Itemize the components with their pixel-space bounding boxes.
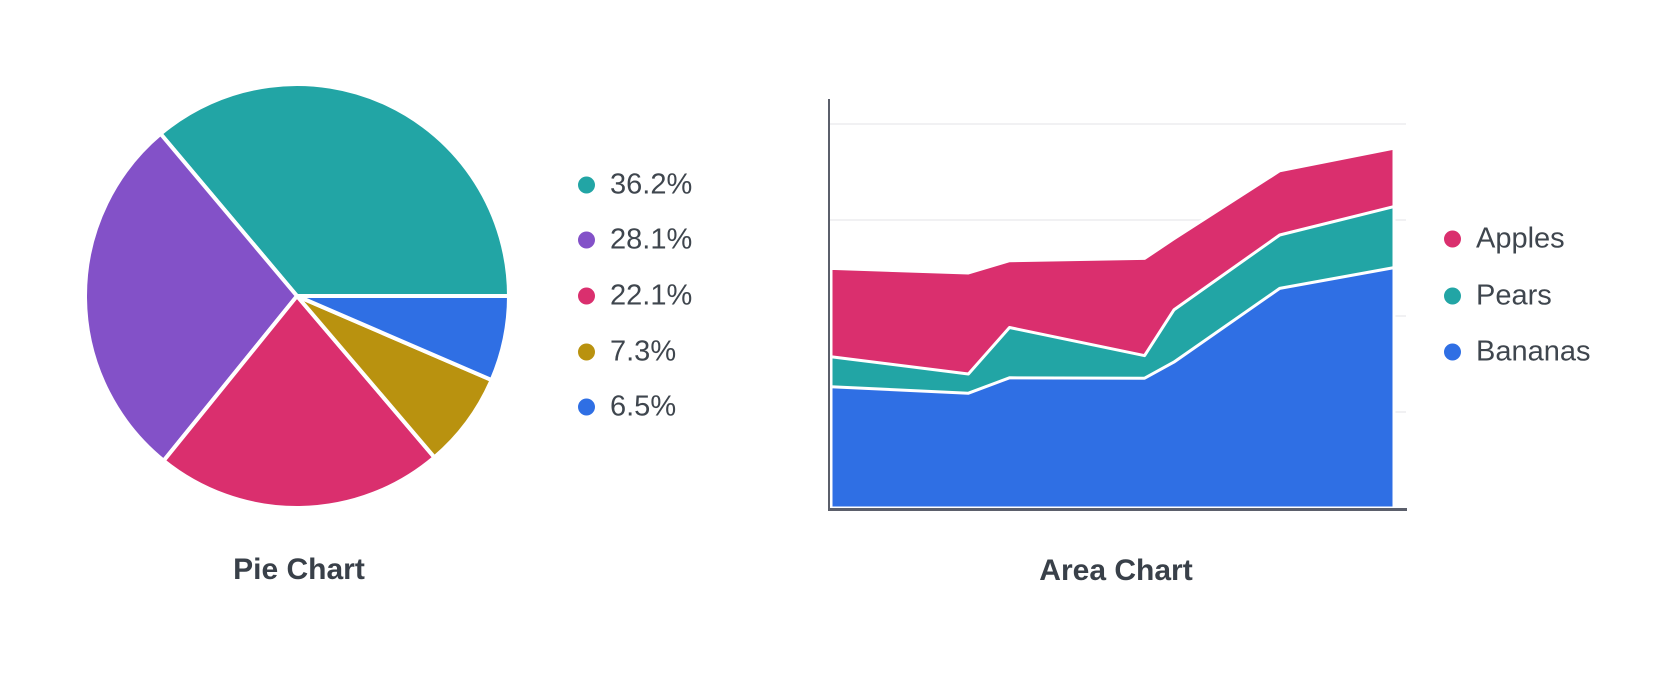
area-legend-item: Pears: [1444, 279, 1552, 312]
area-legend-item: Bananas: [1444, 335, 1591, 368]
area-chart-figure: [828, 99, 1407, 511]
pie-legend-label: 36.2%: [610, 168, 693, 201]
area-legend-label: Apples: [1476, 222, 1565, 255]
pie-slice-purple-slice: [83, 131, 299, 463]
area-legend-label: Bananas: [1476, 335, 1591, 368]
pears-legend-dot: [1444, 287, 1461, 305]
pie-legend-item: 6.5%: [578, 390, 677, 423]
pie-chart-title: Pie Chart: [233, 553, 365, 586]
pie-legend-label: 6.5%: [610, 390, 677, 423]
blue-legend-dot: [578, 398, 595, 416]
pie-legend-label: 28.1%: [610, 223, 693, 256]
pie-legend-item: 36.2%: [578, 168, 693, 201]
pie-legend-label: 7.3%: [610, 335, 677, 368]
pie-legend-item: 7.3%: [578, 335, 677, 368]
bananas-legend-dot: [1444, 343, 1461, 361]
area-legend-label: Pears: [1476, 279, 1552, 312]
pie-legend-item: 22.1%: [578, 279, 693, 312]
gold-legend-dot: [578, 343, 595, 361]
pink-legend-dot: [578, 287, 595, 305]
area-legend-item: Apples: [1444, 222, 1565, 255]
pie-chart-figure: [83, 82, 511, 510]
teal-legend-dot: [578, 176, 595, 194]
pie-legend-label: 22.1%: [610, 279, 693, 312]
pie-slice-pink-slice: [161, 294, 437, 510]
apples-legend-dot: [1444, 230, 1461, 248]
pie-legend-item: 28.1%: [578, 223, 693, 256]
area-chart-title: Area Chart: [1039, 554, 1193, 587]
pie-slice-blue-slice: [295, 294, 511, 383]
purple-legend-dot: [578, 231, 595, 249]
pie-slice-teal-slice: [158, 82, 511, 298]
